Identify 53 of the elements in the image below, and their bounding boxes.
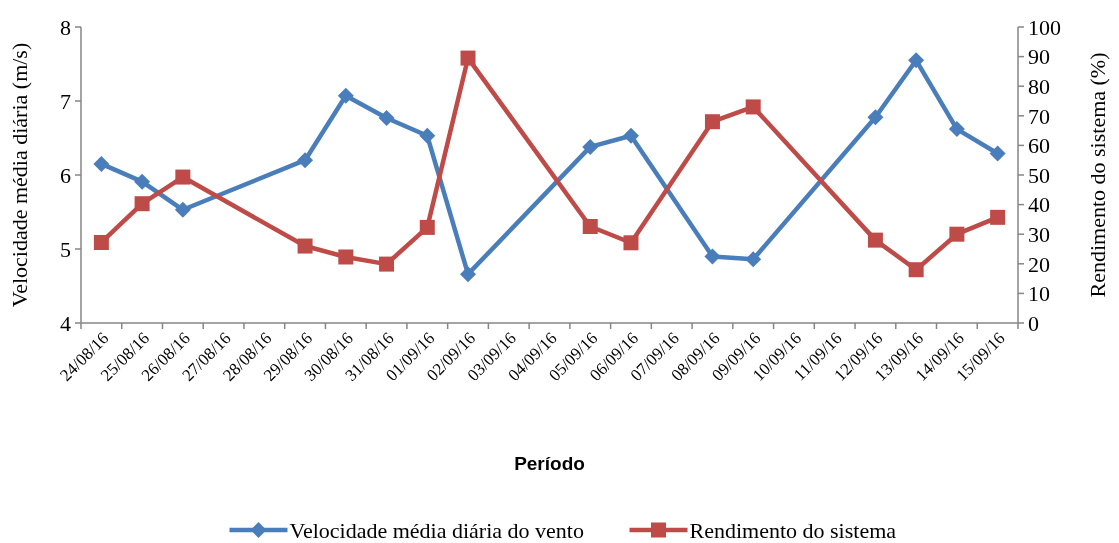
point <box>989 145 1006 162</box>
point <box>867 232 883 248</box>
point <box>419 219 435 235</box>
y2-tick-label: 90 <box>1028 44 1050 70</box>
y2-tick-label: 60 <box>1028 133 1050 159</box>
y2-tick-label: 100 <box>1028 14 1061 40</box>
point <box>379 256 395 272</box>
point <box>582 219 598 234</box>
point <box>745 99 761 115</box>
point <box>867 109 884 126</box>
x-axis-title: Período <box>514 453 585 474</box>
point <box>93 155 110 172</box>
point <box>704 114 720 130</box>
point <box>622 127 639 144</box>
point <box>93 234 109 250</box>
point <box>948 121 965 138</box>
point <box>297 152 314 169</box>
point <box>745 251 762 268</box>
y-tick-label: 7 <box>60 88 71 114</box>
point <box>174 201 191 218</box>
point <box>460 50 476 66</box>
point <box>297 238 313 254</box>
y2-axis-title: Rendimento do sistema (%) <box>1085 52 1110 298</box>
y2-tick-label: 50 <box>1028 162 1050 188</box>
point <box>704 248 721 265</box>
y-tick-label: 4 <box>60 310 71 336</box>
y-tick-label: 5 <box>60 236 71 262</box>
point <box>460 266 477 283</box>
point <box>338 249 354 265</box>
point <box>337 87 354 104</box>
point <box>582 138 599 155</box>
y2-tick-label: 20 <box>1028 251 1050 277</box>
point <box>134 173 151 190</box>
point <box>175 169 191 185</box>
y2-tick-label: 40 <box>1028 192 1050 218</box>
point <box>623 235 639 251</box>
point <box>134 196 150 212</box>
point <box>990 209 1006 225</box>
point <box>908 262 924 278</box>
y2-tick-label: 80 <box>1028 73 1050 99</box>
y2-tick-label: 0 <box>1028 310 1039 336</box>
legend-label: Rendimento do sistema <box>689 517 897 543</box>
point <box>949 226 965 242</box>
y2-tick-label: 70 <box>1028 103 1050 129</box>
y2-tick-label: 10 <box>1028 281 1050 307</box>
y-axis-title: Velocidade média diária (m/s) <box>7 42 32 308</box>
point <box>378 110 395 127</box>
y-tick-label: 8 <box>60 14 71 40</box>
y2-tick-label: 30 <box>1028 221 1050 247</box>
legend-label: Velocidade média diária do vento <box>289 517 584 543</box>
point <box>908 52 925 69</box>
point <box>419 127 436 144</box>
y-tick-label: 6 <box>60 162 71 188</box>
